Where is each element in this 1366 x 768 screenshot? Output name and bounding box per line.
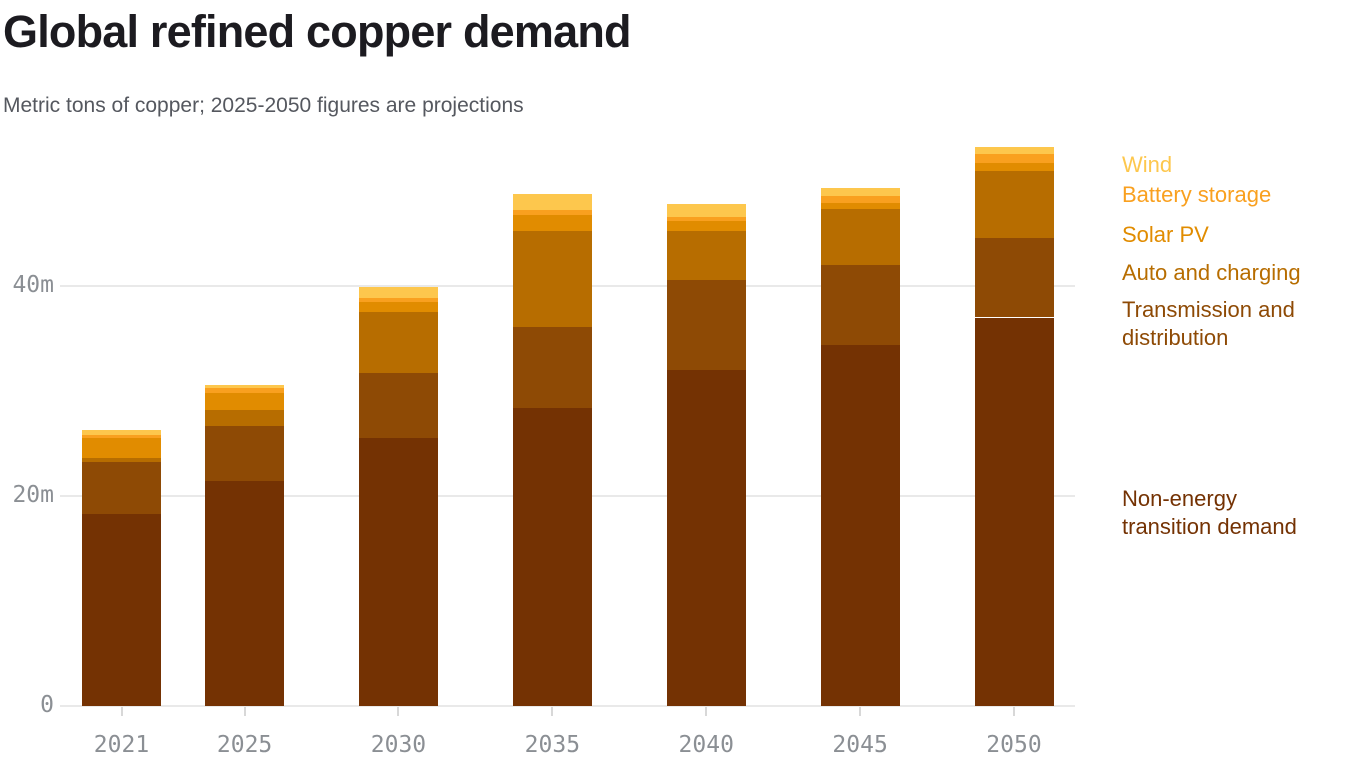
chart-title: Global refined copper demand (3, 6, 632, 57)
x-axis-tick-mark (120, 707, 123, 716)
chart-subtitle: Metric tons of copper; 2025‑2050 figures… (3, 94, 524, 117)
x-axis-tick-label: 2035 (524, 732, 581, 758)
bar-segment-2030[interactable] (358, 301, 438, 313)
bar-segment-2045[interactable] (820, 195, 900, 204)
bar-segment-2021[interactable] (82, 462, 161, 514)
bar-segment-2035[interactable] (512, 407, 592, 706)
x-axis-tick-label: 2030 (370, 732, 427, 758)
y-axis-tick-label: 0 (40, 692, 54, 718)
x-axis-tick-mark (243, 707, 246, 716)
bar-segment-2040[interactable] (666, 370, 746, 706)
bar-segment-2045[interactable] (820, 188, 900, 196)
bar-segment-2050[interactable] (974, 154, 1054, 163)
x-axis-tick-mark (859, 707, 862, 716)
bar-segment-2035[interactable] (512, 210, 592, 215)
bar-segment-2021[interactable] (82, 458, 161, 463)
bar-segment-2025[interactable] (205, 481, 285, 706)
bar-segment-2035[interactable] (512, 214, 592, 232)
bar-segment-2025[interactable] (205, 393, 285, 410)
bar-segment-2040[interactable] (666, 220, 746, 232)
x-axis-tick-mark (551, 707, 554, 716)
bar-segment-2045[interactable] (820, 344, 900, 706)
bar-segment-2050[interactable] (974, 317, 1054, 706)
bar-segment-2030[interactable] (358, 373, 438, 439)
bar-segment-2050[interactable] (974, 162, 1054, 171)
bar-segment-2030[interactable] (358, 312, 438, 374)
gridline-0 (60, 705, 1075, 707)
bar-segment-2021[interactable] (82, 438, 161, 459)
legend-label: Battery storage (1122, 182, 1272, 207)
legend-label: Solar PV (1122, 222, 1209, 247)
bar-segment-2025[interactable] (205, 384, 285, 388)
bar-segment-2050[interactable] (974, 146, 1054, 155)
bar-segment-2030[interactable] (358, 287, 438, 299)
bar-segment-2030[interactable] (358, 298, 438, 302)
bar-segment-2021[interactable] (82, 513, 161, 706)
y-axis-tick-label: 20m (12, 482, 54, 508)
bar-segment-2040[interactable] (666, 231, 746, 280)
legend-label: Wind (1122, 152, 1173, 177)
bar-segment-2025[interactable] (205, 425, 285, 482)
x-axis-tick-label: 2040 (678, 732, 734, 758)
bar-segment-2045[interactable] (820, 265, 900, 345)
bar-segment-2040[interactable] (666, 204, 746, 217)
bar-segment-2030[interactable] (358, 438, 438, 706)
x-axis-tick-label: 2021 (93, 732, 150, 758)
bar-segment-2045[interactable] (820, 209, 900, 265)
legend-label: Non-energy transition demand (1122, 486, 1297, 539)
y-axis-tick-label: 40m (12, 272, 54, 298)
bar-segment-2025[interactable] (205, 409, 285, 426)
bar-segment-2050[interactable] (974, 170, 1054, 238)
bar-segment-2035[interactable] (512, 193, 592, 211)
bar-segment-2050[interactable] (974, 237, 1054, 318)
x-axis-tick-mark (1013, 707, 1015, 716)
bar-segment-2045[interactable] (820, 203, 900, 210)
bar-segment-2021[interactable] (82, 429, 161, 436)
x-axis-tick-mark (705, 707, 708, 716)
x-axis-tick-label: 2045 (832, 732, 888, 758)
bar-segment-2035[interactable] (512, 231, 592, 327)
bar-segment-2040[interactable] (666, 279, 746, 370)
bar-segment-2021[interactable] (82, 435, 161, 439)
bar-segment-2040[interactable] (666, 216, 746, 221)
legend-label: Transmission and distribution (1122, 297, 1295, 350)
x-axis-tick-mark (397, 707, 400, 716)
bar-segment-2025[interactable] (205, 387, 285, 394)
x-axis-tick-label: 2025 (216, 732, 273, 758)
legend-label: Auto and charging (1122, 260, 1301, 285)
bar-segment-2035[interactable] (512, 326, 592, 408)
x-axis-tick-label: 2050 (986, 732, 1042, 758)
